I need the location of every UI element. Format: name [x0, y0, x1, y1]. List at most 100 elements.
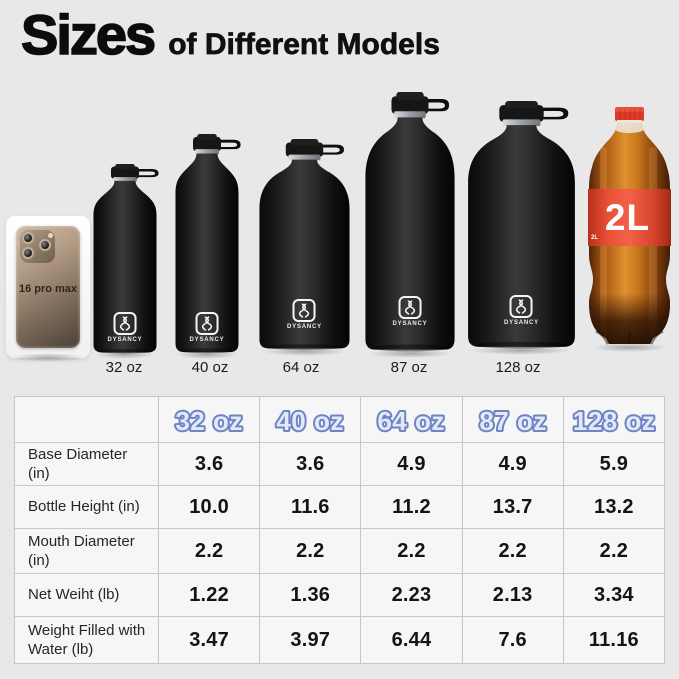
- cola-bottle-shape: [588, 107, 671, 345]
- camera-flash-icon: [48, 233, 53, 238]
- row-label: Weight Filled with Water (lb): [14, 616, 159, 664]
- brand-logo: DYSANCY: [108, 312, 143, 343]
- cell-value: 5.9: [562, 442, 666, 486]
- cell-value: 4.9: [461, 442, 564, 486]
- column-header-text: 87 oz: [479, 406, 547, 436]
- row-label: Bottle Height (in): [14, 485, 159, 529]
- size-caption-87oz: 87 oz: [390, 359, 428, 376]
- phone-image: 16 pro max: [16, 226, 80, 348]
- brand-logo: DYSANCY: [287, 299, 322, 330]
- bottle-87oz-image: DYSANCY: [362, 92, 458, 358]
- bottle-shape: [259, 139, 350, 350]
- row-label: Mouth Diameter (in): [14, 528, 159, 574]
- cell-value: 1.36: [259, 573, 362, 617]
- camera-lens-icon: [39, 239, 51, 251]
- cell-value: 2.2: [360, 528, 463, 574]
- brand-name: DYSANCY: [504, 320, 539, 326]
- shadow: [591, 343, 668, 352]
- cell-value: 2.2: [259, 528, 362, 574]
- row-label: Net Weiht (lb): [14, 573, 159, 617]
- shadow: [470, 346, 573, 355]
- cell-value: 7.6: [461, 616, 564, 664]
- brand-name: DYSANCY: [392, 321, 428, 327]
- column-header-87oz: 87 oz: [461, 396, 564, 443]
- camera-lens-icon: [22, 247, 34, 259]
- brand-mark-icon: [113, 312, 137, 335]
- cell-value: 3.97: [259, 616, 362, 664]
- cell-value: 2.2: [562, 528, 666, 574]
- table-row: Bottle Height (in) 10.0 11.6 11.2 13.7 1…: [14, 485, 666, 529]
- title-sub: of Different Models: [168, 28, 440, 62]
- phone-model-label: 16 pro max: [18, 283, 78, 295]
- cell-value: 4.9: [360, 442, 463, 486]
- cola-2l-reference-image: 2L 2L: [586, 107, 673, 352]
- camera-lens-icon: [22, 232, 34, 244]
- size-caption-32oz: 32 oz: [105, 359, 143, 376]
- cell-value: 1.22: [157, 573, 261, 617]
- title-main: Sizes: [20, 2, 157, 67]
- cell-value: 13.2: [562, 485, 666, 529]
- cell-value: 3.6: [259, 442, 362, 486]
- table-row: Weight Filled with Water (lb) 3.47 3.97 …: [14, 616, 666, 664]
- size-caption-40oz: 40 oz: [191, 359, 229, 376]
- column-header-text: 64 oz: [378, 406, 446, 436]
- brand-mark-icon: [292, 299, 316, 322]
- size-caption-64oz: 64 oz: [282, 359, 320, 376]
- cell-value: 6.44: [360, 616, 463, 664]
- cell-value: 11.16: [562, 616, 666, 664]
- cola-volume-label: 2L: [604, 197, 651, 238]
- bottle-shape: [93, 164, 159, 354]
- table-row: Mouth Diameter (in) 2.2 2.2 2.2 2.2 2.2: [14, 528, 666, 574]
- cell-value: 11.6: [259, 485, 362, 529]
- spec-table: 32 oz 40 oz 64 oz 87 oz 128 oz Base Diam…: [14, 396, 666, 664]
- brand-mark-icon: [195, 312, 219, 335]
- cell-value: 3.47: [157, 616, 261, 664]
- brand-mark-icon: [398, 296, 422, 319]
- bottle-shape: [365, 92, 455, 352]
- cell-value: 2.23: [360, 573, 463, 617]
- bottle-64oz-image: DYSANCY: [256, 139, 353, 356]
- cell-value: 13.7: [461, 485, 564, 529]
- table-header-row: 32 oz 40 oz 64 oz 87 oz 128 oz: [14, 396, 666, 443]
- table-row: Base Diameter (in) 3.6 3.6 4.9 4.9 5.9: [14, 442, 666, 486]
- cell-value: 2.2: [157, 528, 261, 574]
- cell-value: 2.13: [461, 573, 564, 617]
- phone-camera-module-icon: [20, 230, 55, 263]
- brand-name: DYSANCY: [107, 337, 143, 343]
- bottle-128oz-image: DYSANCY: [464, 101, 579, 355]
- cell-value: 2.2: [461, 528, 564, 574]
- cell-value: 3.6: [157, 442, 261, 486]
- column-header-text: 128 oz: [573, 406, 656, 436]
- phone-reference-card: 16 pro max: [6, 216, 90, 362]
- brand-logo: DYSANCY: [190, 312, 225, 343]
- table-row: Net Weiht (lb) 1.22 1.36 2.23 2.13 3.34: [14, 573, 666, 617]
- brand-name: DYSANCY: [189, 337, 225, 343]
- bottle-shape: [175, 134, 241, 354]
- brand-logo: DYSANCY: [393, 296, 428, 327]
- column-header-64oz: 64 oz: [360, 396, 463, 443]
- table-corner-cell: [14, 396, 159, 443]
- shadow: [94, 350, 156, 359]
- cola-small-label: 2L: [591, 235, 599, 241]
- brand-logo: DYSANCY: [504, 295, 539, 326]
- bottle-32oz-image: DYSANCY: [90, 164, 160, 359]
- brand-mark-icon: [509, 295, 533, 318]
- page-title: Sizes of Different Models: [20, 2, 440, 67]
- size-caption-128oz: 128 oz: [495, 359, 541, 376]
- brand-name: DYSANCY: [287, 324, 322, 330]
- column-header-32oz: 32 oz: [157, 396, 261, 443]
- shadow: [367, 349, 453, 358]
- bottle-40oz-image: DYSANCY: [172, 134, 242, 359]
- column-header-text: 40 oz: [277, 406, 345, 436]
- cell-value: 11.2: [360, 485, 463, 529]
- cell-value: 3.34: [562, 573, 666, 617]
- column-header-128oz: 128 oz: [562, 396, 666, 443]
- column-header-text: 32 oz: [175, 406, 243, 436]
- column-header-40oz: 40 oz: [259, 396, 362, 443]
- shadow: [261, 347, 348, 356]
- cell-value: 10.0: [157, 485, 261, 529]
- row-label: Base Diameter (in): [14, 442, 159, 486]
- shadow: [11, 353, 85, 362]
- shadow: [176, 350, 238, 359]
